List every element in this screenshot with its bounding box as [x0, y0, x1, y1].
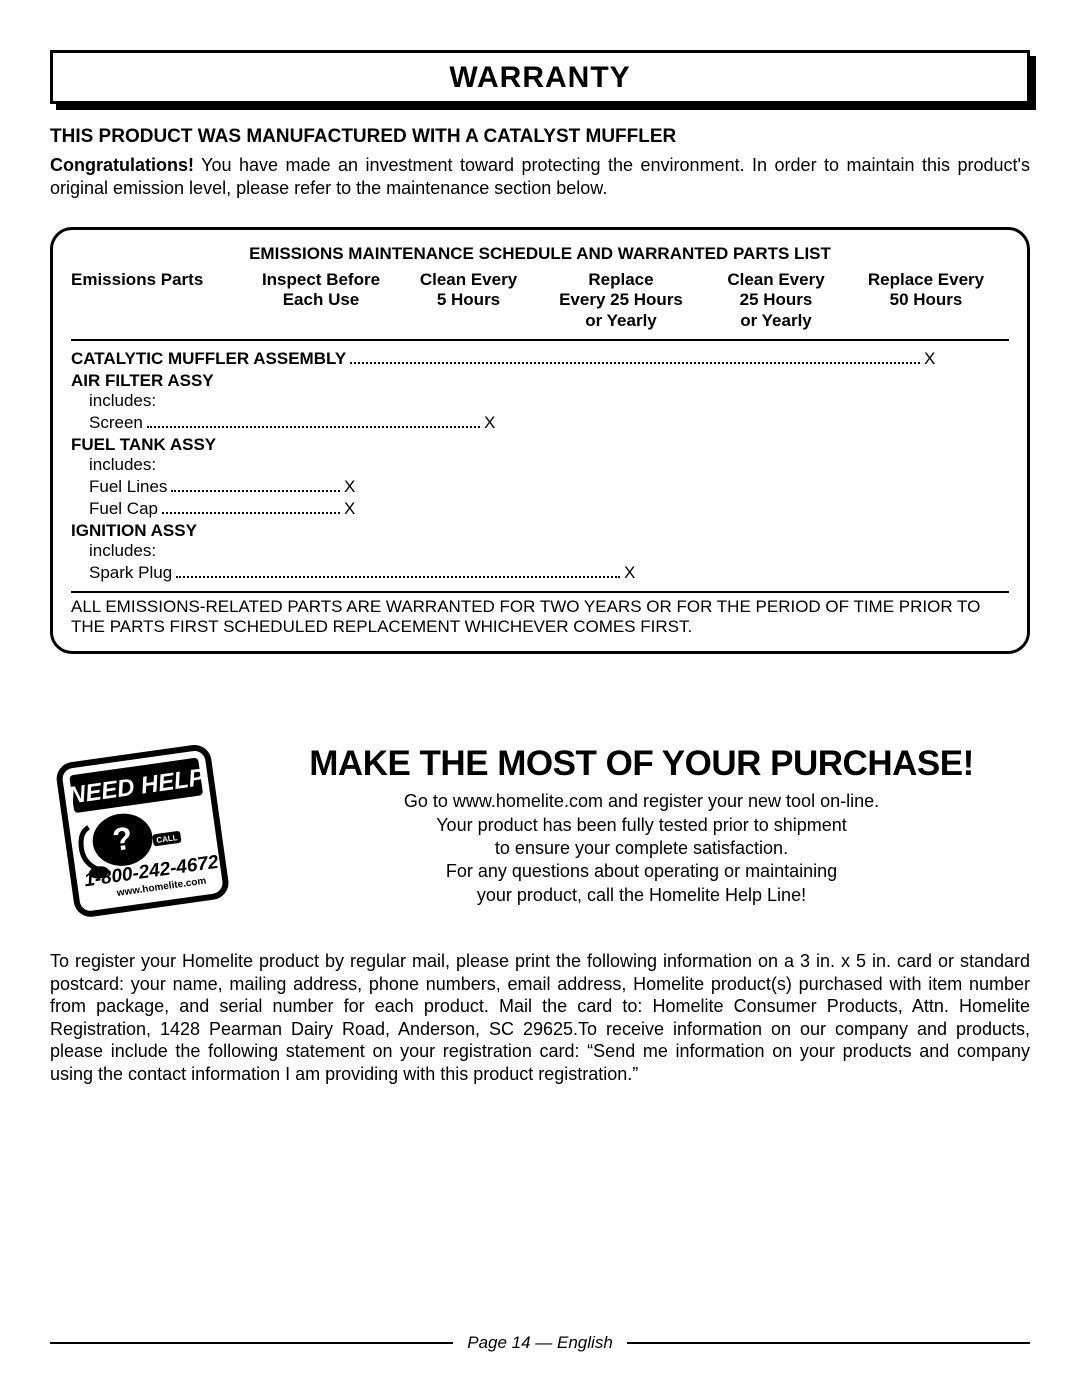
intro-bold: Congratulations! [50, 155, 194, 175]
page: WARRANTY THIS PRODUCT WAS MANUFACTURED W… [0, 0, 1080, 1397]
col-clean25: Clean Every 25 Hours or Yearly [706, 270, 846, 331]
schedule-title: EMISSIONS MAINTENANCE SCHEDULE AND WARRA… [71, 244, 1009, 264]
catalytic-label: CATALYTIC MUFFLER ASSEMBLY [71, 349, 346, 369]
help-lines: Go to www.homelite.com and register your… [253, 790, 1030, 907]
help-line: Go to www.homelite.com and register your… [253, 790, 1030, 813]
fuel-cap-x: X [344, 499, 364, 519]
fuel-lines-x: X [344, 477, 364, 497]
help-text: MAKE THE MOST OF YOUR PURCHASE! Go to ww… [253, 744, 1030, 907]
catalyst-subhead: THIS PRODUCT WAS MANUFACTURED WITH A CAT… [50, 126, 1030, 148]
spark-plug-x: X [624, 563, 644, 583]
col-replace25: Replace Every 25 Hours or Yearly [536, 270, 706, 331]
need-help-badge: NEED HELP ? CALL 1-800-242-4672 www.home… [50, 744, 235, 924]
schedule-box: EMISSIONS MAINTENANCE SCHEDULE AND WARRA… [50, 227, 1030, 654]
row-spark-plug: Spark Plug X [71, 563, 644, 583]
page-number: Page 14 — English [467, 1333, 613, 1353]
row-catalytic: CATALYTIC MUFFLER ASSEMBLY X [71, 349, 1009, 369]
help-line: to ensure your complete satisfaction. [253, 837, 1030, 860]
fuel-cap-label: Fuel Cap [89, 499, 158, 519]
help-line: your product, call the Homelite Help Lin… [253, 884, 1030, 907]
schedule-body: CATALYTIC MUFFLER ASSEMBLY X AIR FILTER … [71, 349, 1009, 637]
fuel-tank-includes: includes: [71, 455, 1009, 475]
help-line: Your product has been fully tested prior… [253, 814, 1030, 837]
fuel-tank-label: FUEL TANK ASSY [71, 435, 1009, 455]
warranty-title: WARRANTY [53, 61, 1027, 95]
help-section: NEED HELP ? CALL 1-800-242-4672 www.home… [50, 744, 1030, 924]
col-inspect: Inspect Before Each Use [241, 270, 401, 331]
col-replace50: Replace Every 50 Hours [846, 270, 1006, 331]
warranty-title-box: WARRANTY [50, 50, 1030, 104]
schedule-header: Emissions Parts Inspect Before Each Use … [71, 270, 1009, 341]
fuel-lines-label: Fuel Lines [89, 477, 167, 497]
dots [147, 426, 480, 428]
intro-paragraph: Congratulations! You have made an invest… [50, 154, 1030, 199]
dots [162, 512, 340, 514]
catalytic-x: X [924, 349, 1009, 369]
row-fuel-lines: Fuel Lines X [71, 477, 364, 497]
warranty-note: ALL EMISSIONS-RELATED PARTS ARE WARRANTE… [71, 591, 1009, 637]
dots [176, 576, 620, 578]
dots [171, 490, 340, 492]
spark-plug-label: Spark Plug [89, 563, 172, 583]
screen-x: X [484, 413, 504, 433]
registration-paragraph: To register your Homelite product by reg… [50, 950, 1030, 1085]
row-fuel-cap: Fuel Cap X [71, 499, 364, 519]
page-footer: Page 14 — English [50, 1333, 1030, 1353]
air-filter-label: AIR FILTER ASSY [71, 371, 1009, 391]
ignition-includes: includes: [71, 541, 1009, 561]
dots [350, 362, 920, 364]
air-filter-includes: includes: [71, 391, 1009, 411]
col-clean5: Clean Every 5 Hours [401, 270, 536, 331]
ignition-label: IGNITION ASSY [71, 521, 1009, 541]
screen-label: Screen [89, 413, 143, 433]
intro-rest: You have made an investment toward prote… [50, 155, 1030, 198]
footer-rule-left [50, 1342, 453, 1344]
footer-rule-right [627, 1342, 1030, 1344]
col-parts: Emissions Parts [71, 270, 241, 331]
help-line: For any questions about operating or mai… [253, 860, 1030, 883]
row-screen: Screen X [71, 413, 504, 433]
help-title: MAKE THE MOST OF YOUR PURCHASE! [253, 744, 1030, 784]
